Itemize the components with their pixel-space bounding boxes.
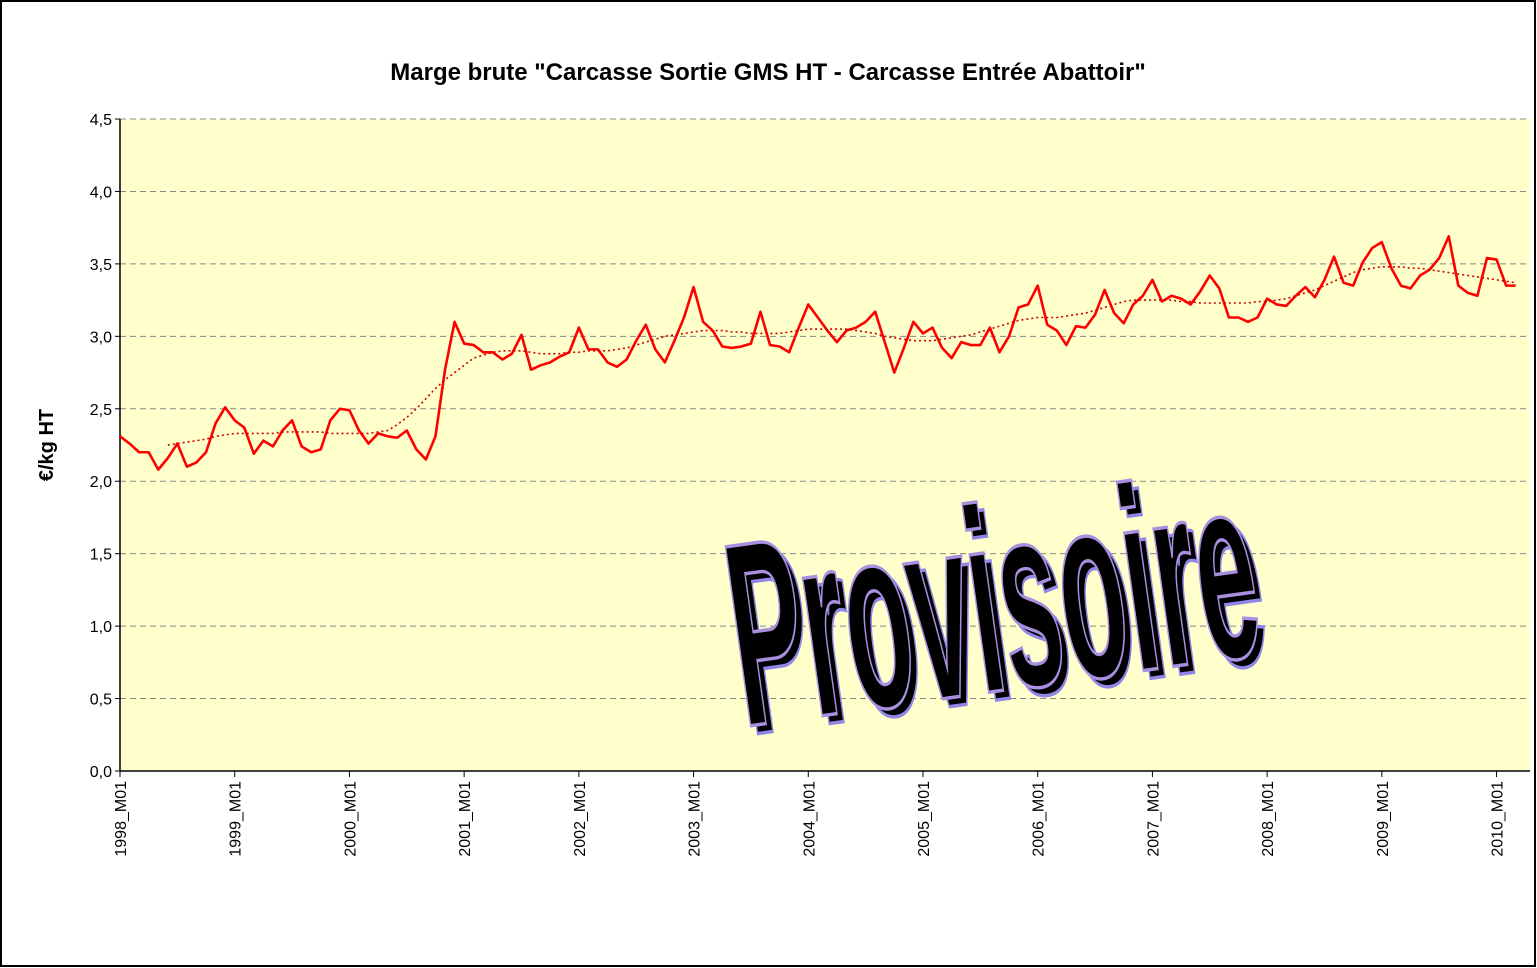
y-tick-label: 0,5 xyxy=(90,692,112,709)
y-tick-label: 1,0 xyxy=(90,619,112,636)
data-line xyxy=(119,235,1516,471)
x-tick-label: 2009_M01 xyxy=(1375,781,1392,857)
y-tick-label: 3,0 xyxy=(90,329,112,346)
x-tick-label: 1998_M01 xyxy=(113,781,130,857)
y-tick-label: 2,0 xyxy=(90,474,112,491)
chart-title: Marge brute "Carcasse Sortie GMS HT - Ca… xyxy=(390,59,1145,86)
watermark-shadow: Provisoire xyxy=(717,425,1281,790)
y-axis-label: €/kg HT xyxy=(36,409,58,481)
y-tick-label: 0,0 xyxy=(90,764,112,781)
trend-line xyxy=(167,265,1516,446)
x-tick-label: 2008_M01 xyxy=(1260,781,1277,857)
x-tick-label: 2007_M01 xyxy=(1145,781,1162,857)
y-tick-label: 2,5 xyxy=(90,402,112,419)
x-tick-label: 2002_M01 xyxy=(572,781,589,857)
y-tick-label: 4,0 xyxy=(90,184,112,201)
plot-area xyxy=(120,119,1530,771)
y-tick-label: 4,5 xyxy=(90,112,112,129)
x-tick-label: 2010_M01 xyxy=(1490,781,1507,857)
x-tick-label: 2004_M01 xyxy=(801,781,818,857)
x-tick-label: 2001_M01 xyxy=(457,781,474,857)
y-tick-label: 1,5 xyxy=(90,547,112,564)
x-tick-label: 2005_M01 xyxy=(916,781,933,857)
x-tick-label: 1999_M01 xyxy=(228,781,245,857)
x-tick-label: 2006_M01 xyxy=(1031,781,1048,857)
watermark-text: Provisoire xyxy=(710,418,1274,783)
x-tick-label: 2003_M01 xyxy=(687,781,704,857)
x-tick-label: 2000_M01 xyxy=(342,781,359,857)
y-tick-label: 3,5 xyxy=(90,257,112,274)
